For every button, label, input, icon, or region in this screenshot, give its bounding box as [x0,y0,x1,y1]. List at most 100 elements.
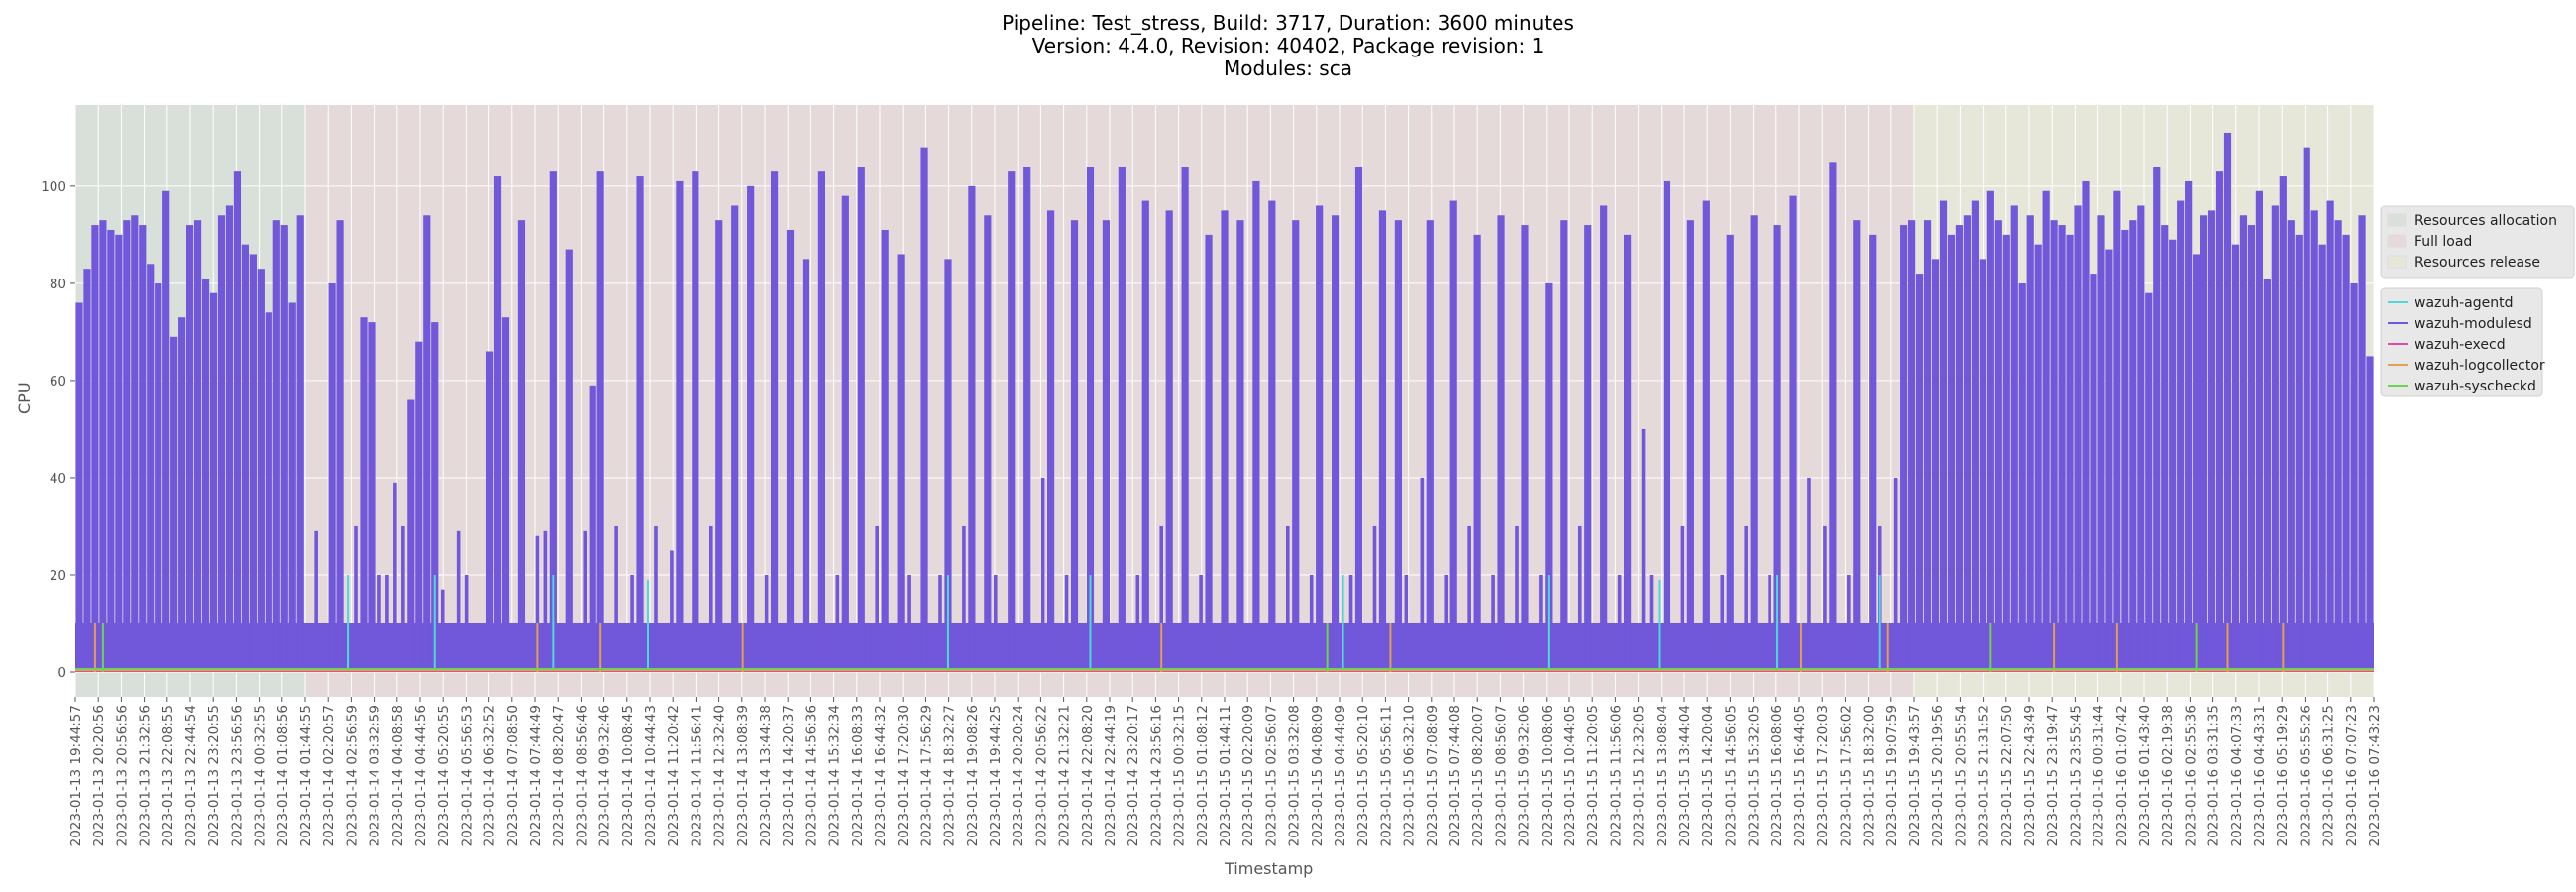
legend-label-series: wazuh-logcollector [2415,358,2545,374]
modulesd-data-bar [636,176,644,673]
modulesd-data-bar [2358,215,2366,673]
modulesd-data-bar [2263,278,2271,673]
modulesd-data-bar [914,622,918,673]
modulesd-data-bar [2310,210,2318,673]
modulesd-data-bar [83,269,91,673]
x-tick-label: 2023-01-15 05:20:10 [1355,705,1371,846]
modulesd-data-bar [1191,622,1195,673]
modulesd-data-bar [1444,574,1449,673]
x-tick-label: 2023-01-14 15:32:34 [827,705,843,846]
modulesd-data-bar [368,322,376,673]
modulesd-data-bar [1236,220,1244,673]
modulesd-data-bar [2215,171,2224,673]
modulesd-data-bar [296,215,304,673]
modulesd-data-bar [1515,525,1519,673]
x-tick-label: 2023-01-15 17:56:02 [1838,705,1854,846]
modulesd-data-bar [1815,622,1819,673]
x-tick-label: 2023-01-14 14:20:37 [781,705,797,846]
x-tick-label: 2023-01-14 23:56:16 [1148,705,1164,846]
modulesd-data-bar [511,622,516,673]
x-tick-label: 2023-01-15 11:56:06 [1608,705,1624,846]
x-tick-label: 2023-01-15 09:32:06 [1517,705,1533,846]
modulesd-data-bar [485,351,494,673]
x-tick-label: 2023-01-14 17:20:30 [896,705,912,846]
modulesd-data-bar [1744,525,1748,673]
modulesd-data-bar [1696,622,1701,673]
modulesd-data-bar [827,622,832,673]
modulesd-data-bar [225,205,234,673]
x-tick-label: 2023-01-15 14:20:04 [1700,705,1716,846]
modulesd-data-bar [596,171,604,673]
y-tick-label: 0 [57,665,66,681]
modulesd-data-bar [1420,477,1425,673]
x-tick-label: 2023-01-16 00:31:44 [2092,705,2107,846]
x-tick-label: 2023-01-15 04:44:09 [1333,705,1348,846]
modulesd-data-bar [1649,574,1654,673]
x-tick-label: 2023-01-14 23:20:17 [1126,705,1141,846]
modulesd-data-bar [2034,244,2042,673]
modulesd-data-bar [1309,574,1314,673]
modulesd-data-bar [1931,259,1940,673]
modulesd-data-bar [170,336,178,673]
modulesd-data-bar [2193,254,2200,673]
modulesd-data-bar [708,525,713,673]
modulesd-data-bar [1064,574,1069,673]
modulesd-data-bar [1086,167,1095,673]
modulesd-data-bar [1560,220,1568,673]
modulesd-data-bar [2018,282,2026,673]
modulesd-data-bar [1712,622,1717,673]
modulesd-data-bar [1783,622,1787,673]
y-tick-label: 40 [50,471,66,487]
x-tick-label: 2023-01-15 03:32:08 [1287,705,1303,846]
modulesd-data-bar [75,302,83,673]
modulesd-data-bar [1760,622,1764,673]
modulesd-data-bar [1262,622,1266,673]
modulesd-data-bar [1378,210,1387,673]
modulesd-data-bar [1473,234,1481,673]
modulesd-data-bar [756,622,761,673]
x-tick-label: 2023-01-14 05:56:53 [459,705,475,846]
x-tick-label: 2023-01-14 20:20:24 [1011,705,1026,846]
x-tick-label: 2023-01-15 02:56:07 [1263,705,1279,846]
modulesd-data-bar [431,322,439,673]
x-tick-label: 2023-01-15 07:08:09 [1425,705,1441,846]
modulesd-data-bar [186,225,194,673]
modulesd-data-bar [123,220,131,673]
modulesd-data-bar [1467,525,1471,673]
modulesd-data-bar [2066,234,2074,673]
modulesd-data-bar [1404,574,1409,673]
x-tick-label: 2023-01-15 20:55:54 [1953,705,1969,846]
modulesd-data-bar [2255,190,2263,673]
modulesd-data-bar [1823,525,1827,673]
x-tick-label: 2023-01-15 16:44:05 [1792,705,1808,846]
modulesd-data-bar [131,215,139,673]
modulesd-data-bar [867,622,872,673]
legend-swatch-phase [2387,213,2407,227]
x-tick-label: 2023-01-14 10:44:43 [643,705,659,846]
x-tick-label: 2023-01-16 05:55:26 [2298,705,2313,846]
modulesd-data-bar [907,574,911,673]
x-tick-label: 2023-01-14 19:08:26 [965,705,981,846]
x-tick-label: 2023-01-16 01:07:42 [2114,705,2130,846]
modulesd-data-bar [1539,574,1543,673]
modulesd-data-bar [2097,215,2105,673]
modulesd-data-bar [2279,176,2287,673]
modulesd-data-bar [464,574,469,673]
modulesd-data-bar [1853,220,1861,673]
modulesd-data-bar [2295,234,2303,673]
modulesd-data-bar [1923,220,1932,673]
modulesd-data-bar [1205,234,1213,673]
x-tick-label: 2023-01-15 05:56:11 [1378,705,1394,846]
x-tick-label: 2023-01-13 22:08:55 [161,705,176,846]
modulesd-data-bar [1483,622,1487,673]
modulesd-data-bar [1672,622,1677,673]
modulesd-data-bar [1412,622,1417,673]
modulesd-data-bar [701,622,705,673]
x-tick-label: 2023-01-16 05:19:29 [2275,705,2291,846]
x-tick-label: 2023-01-14 08:56:46 [574,705,590,846]
modulesd-data-bar [930,622,934,673]
x-tick-label: 2023-01-15 12:32:05 [1632,705,1648,846]
modulesd-data-bar [614,525,618,673]
modulesd-data-bar [1364,622,1369,673]
modulesd-data-bar [954,622,958,673]
